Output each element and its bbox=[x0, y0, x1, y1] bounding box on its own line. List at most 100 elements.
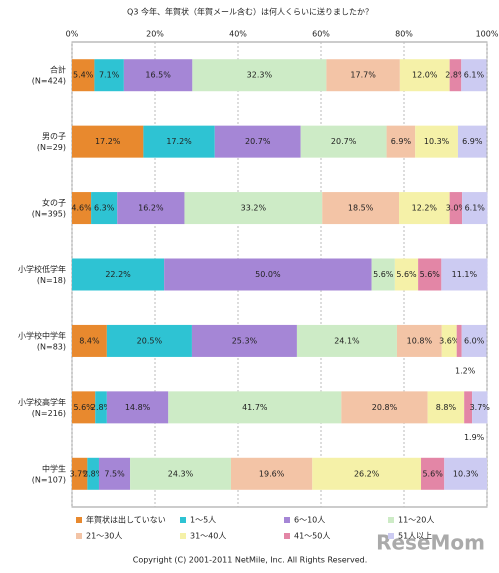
bar-segment bbox=[106, 324, 192, 357]
bar-segment bbox=[449, 59, 462, 92]
bar-segment bbox=[87, 457, 99, 490]
value-label: 20.5% bbox=[137, 336, 163, 345]
bar-segment bbox=[418, 258, 442, 291]
value-label: 25.3% bbox=[232, 336, 258, 345]
legend-label: 6～10人 bbox=[294, 516, 325, 525]
value-label: 22.2% bbox=[105, 270, 131, 279]
value-label: 3.6% bbox=[439, 336, 460, 345]
value-label: 16.5% bbox=[145, 71, 171, 80]
bar-segment bbox=[462, 192, 488, 225]
chart-title: Q3 今年、年賀状（年賀メール含む）は何人くらいに送りましたか？ bbox=[127, 7, 373, 17]
legend-swatch bbox=[76, 533, 82, 539]
value-label: 2.8% bbox=[91, 403, 112, 412]
value-label: 7.1% bbox=[99, 71, 120, 80]
bar-segment bbox=[399, 59, 450, 92]
legend-label: 11～20人 bbox=[398, 516, 434, 525]
value-label: 26.2% bbox=[354, 469, 380, 478]
value-label: 7.5% bbox=[104, 469, 125, 478]
value-label: 5.6% bbox=[373, 270, 394, 279]
category-label: 合計 bbox=[50, 65, 66, 75]
bar-segment bbox=[341, 391, 428, 424]
x-tick-label: 100% bbox=[476, 30, 499, 39]
category-label: (N=216) bbox=[32, 409, 66, 418]
legend-label: 31～40人 bbox=[190, 532, 226, 541]
value-label: 20.7% bbox=[245, 137, 271, 146]
bar-segment bbox=[444, 457, 487, 490]
category-label: 男の子 bbox=[42, 132, 66, 141]
x-tick-label: 0% bbox=[66, 30, 79, 39]
value-label: 8.8% bbox=[436, 403, 457, 412]
category-label: 小学校中学年 bbox=[18, 330, 66, 340]
bar-segment bbox=[326, 59, 400, 92]
value-label: 24.3% bbox=[168, 469, 194, 478]
bar-segment bbox=[143, 125, 215, 158]
value-label: 6.9% bbox=[462, 137, 483, 146]
bar-segment bbox=[214, 125, 301, 158]
category-label: 女の子 bbox=[42, 198, 66, 208]
bar-segment bbox=[322, 192, 400, 225]
category-label: (N=29) bbox=[37, 143, 66, 152]
legend-label: 21～30人 bbox=[86, 532, 122, 541]
legend-swatch bbox=[180, 517, 186, 523]
value-label: 12.2% bbox=[412, 204, 438, 213]
footer: Copyright (C) 2001-2011 NetMile, Inc. Al… bbox=[133, 556, 367, 565]
value-label: 5.6% bbox=[422, 469, 443, 478]
bar-segment bbox=[72, 391, 96, 424]
bar-segment bbox=[296, 324, 397, 357]
value-label: 10.8% bbox=[407, 336, 433, 345]
value-label: 24.1% bbox=[334, 336, 360, 345]
legend-label: 年賀状は出していない bbox=[86, 515, 166, 525]
bar-segment bbox=[191, 324, 297, 357]
bar-segment bbox=[94, 59, 124, 92]
bar-segment bbox=[72, 457, 88, 490]
legend-swatch bbox=[388, 533, 394, 539]
bar-segment bbox=[106, 391, 169, 424]
bar-segment bbox=[457, 125, 487, 158]
category-label: (N=424) bbox=[32, 77, 66, 86]
value-label: 4.6% bbox=[71, 204, 92, 213]
bar-segment bbox=[399, 192, 450, 225]
bar-segment bbox=[98, 457, 131, 490]
legend-swatch bbox=[388, 517, 394, 523]
value-label: 20.8% bbox=[372, 403, 398, 412]
x-tick-label: 40% bbox=[229, 30, 247, 39]
value-label: 1.2% bbox=[455, 366, 476, 375]
value-label: 32.3% bbox=[247, 71, 273, 80]
legend-swatch bbox=[76, 517, 82, 523]
value-label: 12.0% bbox=[412, 71, 438, 80]
value-label: 6.9% bbox=[391, 137, 412, 146]
bar-segment bbox=[164, 258, 372, 291]
value-label: 10.3% bbox=[424, 137, 450, 146]
legend-swatch bbox=[180, 533, 186, 539]
bar-segment bbox=[449, 192, 463, 225]
bar-segment bbox=[312, 457, 422, 490]
category-label: (N=18) bbox=[37, 276, 66, 285]
value-label: 8.4% bbox=[79, 336, 100, 345]
value-label: 17.2% bbox=[95, 137, 121, 146]
value-label: 6.0% bbox=[464, 336, 485, 345]
value-label: 17.7% bbox=[350, 71, 376, 80]
bar-segment bbox=[72, 258, 165, 291]
bar-segment bbox=[386, 125, 416, 158]
bar-segment bbox=[371, 258, 395, 291]
bar-segment bbox=[441, 324, 457, 357]
value-label: 19.6% bbox=[259, 469, 285, 478]
value-label: 6.1% bbox=[464, 71, 485, 80]
category-label: 中学生 bbox=[42, 463, 66, 473]
bar-segment bbox=[72, 125, 144, 158]
value-label: 3.0% bbox=[446, 204, 467, 213]
value-label: 2.8% bbox=[83, 469, 104, 478]
value-label: 50.0% bbox=[255, 270, 281, 279]
bar-segment bbox=[300, 125, 387, 158]
bar-segment bbox=[117, 192, 185, 225]
bar-segment bbox=[123, 59, 193, 92]
legend-swatch bbox=[284, 517, 290, 523]
bar-segment bbox=[192, 59, 327, 92]
bar-segment bbox=[461, 59, 487, 92]
bar-segment bbox=[91, 192, 118, 225]
bar-segment bbox=[184, 192, 323, 225]
legend-swatch bbox=[284, 533, 290, 539]
bar-segment bbox=[456, 324, 462, 357]
value-label: 18.5% bbox=[348, 204, 374, 213]
value-label: 17.2% bbox=[166, 137, 192, 146]
